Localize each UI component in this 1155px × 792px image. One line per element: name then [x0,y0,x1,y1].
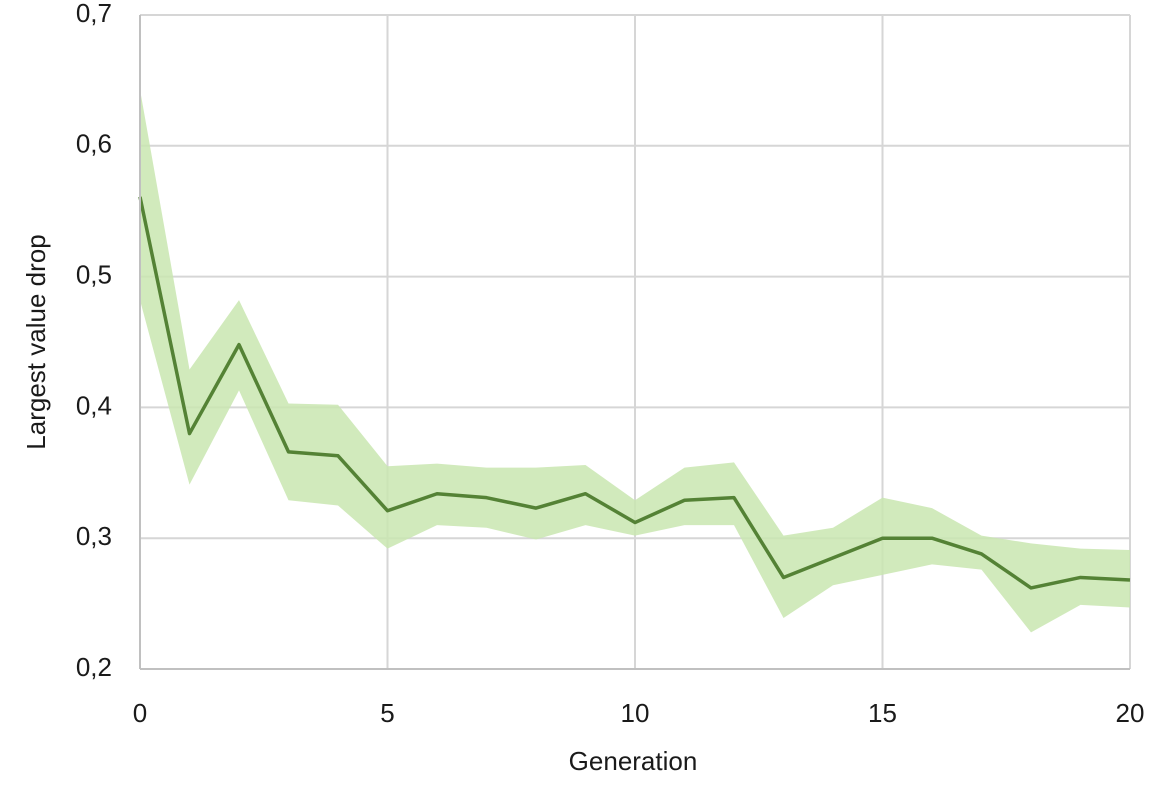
data-line [138,196,1131,590]
y-axis-label: Largest value drop [21,234,51,449]
y-tick-label: 0,6 [76,129,112,159]
x-tick-label: 0 [133,698,147,728]
y-tick-label: 0,4 [76,390,112,420]
x-axis-label: Generation [569,746,698,776]
y-tick-label: 0,7 [76,0,112,28]
x-tick-label: 10 [621,698,650,728]
confidence-band [140,89,1130,633]
x-tick-label: 5 [380,698,394,728]
y-tick-label: 0,2 [76,652,112,682]
y-tick-label: 0,3 [76,521,112,551]
y-tick-label: 0,5 [76,259,112,289]
x-tick-label: 20 [1116,698,1145,728]
x-tick-label: 15 [868,698,897,728]
